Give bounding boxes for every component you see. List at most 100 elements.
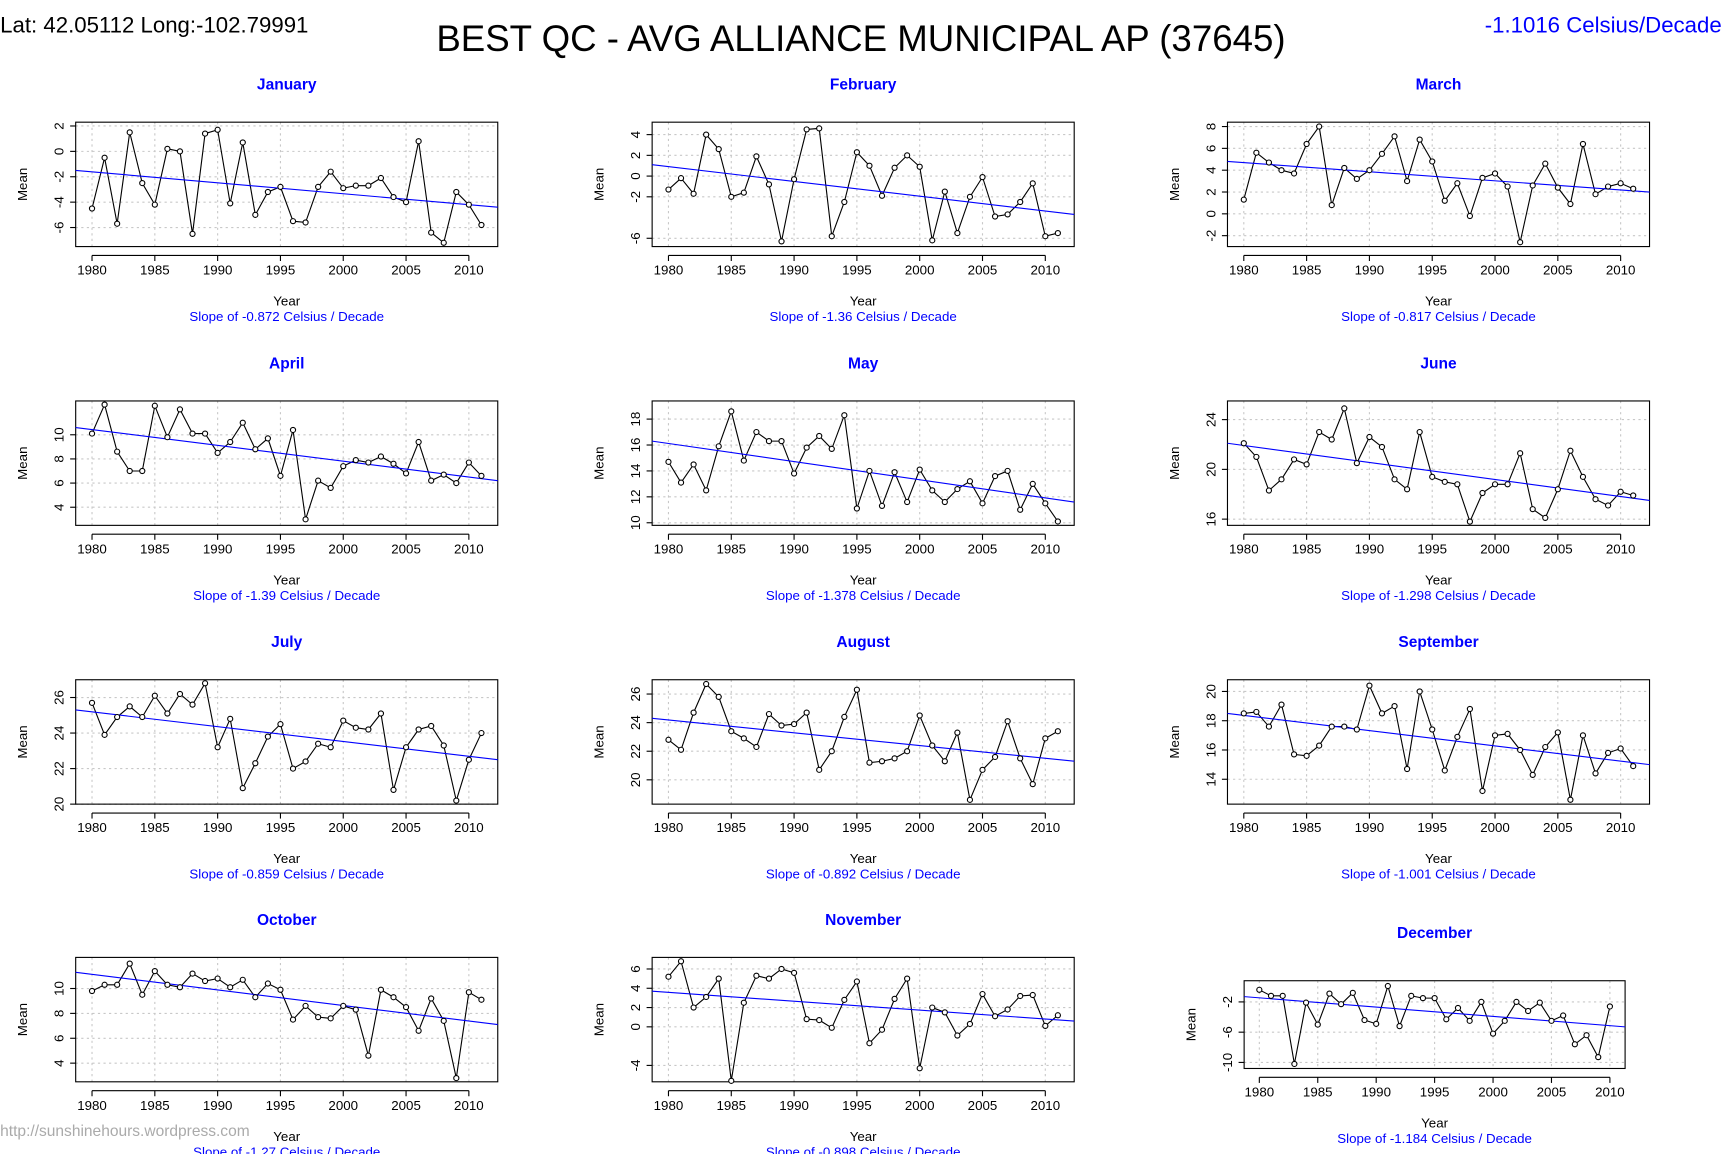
y-tick-label: 6	[52, 479, 67, 486]
data-point	[315, 183, 322, 191]
x-axis-label: Year	[850, 1129, 877, 1144]
y-tick-label: 20	[628, 772, 643, 787]
slope-note: Slope of -1.378 Celsius / Decade	[766, 588, 961, 603]
data-point	[214, 744, 221, 751]
x-tick-label: 1995	[266, 541, 296, 556]
x-tick-label: 1980	[654, 263, 684, 278]
y-tick-label: 4	[52, 1059, 67, 1067]
data-point	[1554, 729, 1561, 736]
data-point	[816, 432, 823, 440]
data-point	[1029, 480, 1036, 487]
data-point	[841, 996, 848, 1003]
data-point	[1278, 476, 1285, 483]
data-point	[239, 785, 246, 792]
x-tick-label: 2010	[1030, 541, 1060, 556]
plot-frame	[1226, 679, 1651, 805]
x-tick-label: 1985	[716, 541, 746, 556]
y-tick-label: 16	[1203, 743, 1218, 758]
data-point	[1341, 164, 1348, 172]
panel-title: March	[1416, 77, 1462, 94]
data-point	[453, 797, 460, 804]
data-point	[878, 1026, 886, 1033]
panel: October 1980 1985 1990 1995 2000 2005 2010 4 6 8 10…	[15, 912, 499, 1154]
data-point	[340, 185, 347, 192]
data-point	[1017, 755, 1024, 762]
data-point	[176, 406, 184, 413]
data-point	[740, 999, 747, 1006]
x-tick-label: 2005	[1543, 820, 1573, 835]
data-point	[1466, 705, 1474, 713]
data-point	[778, 965, 785, 973]
x-tick-label: 2005	[391, 820, 421, 835]
data-point	[365, 459, 372, 466]
x-tick-label: 1995	[842, 541, 872, 556]
y-tick-label: 2	[1203, 188, 1218, 195]
x-tick-label: 2005	[968, 1098, 998, 1113]
data-point	[728, 728, 735, 735]
slope-note: Slope of -1.39 Celsius / Decade	[193, 588, 380, 603]
y-tick-label: 8	[1203, 123, 1218, 130]
slope-note: Slope of -0.898 Celsius / Decade	[766, 1144, 961, 1154]
trend-line	[652, 164, 1075, 215]
x-tick-label: 2000	[1480, 820, 1510, 835]
data-point	[665, 186, 672, 193]
data-point	[402, 470, 410, 477]
y-axis-label: Mean	[1167, 725, 1182, 758]
data-point	[753, 743, 760, 751]
data-point	[1278, 701, 1285, 708]
data-point	[176, 984, 184, 991]
data-point	[377, 174, 385, 182]
panel-title: April	[269, 355, 304, 372]
x-axis-label: Year	[1425, 572, 1452, 587]
data-point	[1517, 746, 1524, 754]
plot-frame	[75, 679, 499, 805]
data-point	[1416, 136, 1423, 143]
y-tick-label: 20	[1203, 684, 1218, 699]
x-tick-label: 2010	[454, 541, 484, 556]
data-line	[91, 402, 482, 520]
data-point	[866, 162, 873, 169]
data-point	[453, 188, 460, 196]
data-point	[352, 724, 359, 731]
x-axis-label: Year	[273, 1129, 300, 1144]
data-point	[1542, 160, 1549, 167]
data-point	[377, 710, 385, 717]
data-point	[264, 733, 271, 740]
data-point	[853, 686, 860, 693]
data-point	[1017, 992, 1024, 1000]
data-point	[1378, 710, 1386, 717]
y-tick-label: 14	[628, 463, 643, 478]
data-point	[1403, 765, 1411, 773]
panel: February 1980 1985 1990 1995 2000 2005 2010 -6 -2…	[591, 77, 1075, 324]
x-tick-label: 1990	[779, 263, 809, 278]
data-point	[402, 1004, 410, 1011]
data-point	[1054, 1012, 1061, 1019]
panel-title: August	[836, 634, 890, 651]
y-tick-label: -2	[1203, 230, 1218, 242]
x-tick-label: 1990	[1355, 541, 1385, 556]
data-point	[327, 1015, 334, 1022]
data-point	[1302, 999, 1310, 1006]
y-axis-label: Mean	[15, 446, 30, 479]
data-point	[164, 434, 171, 441]
data-point	[1265, 723, 1273, 730]
data-point	[703, 993, 710, 1001]
trend-line	[75, 709, 498, 761]
data-point	[1630, 185, 1637, 192]
data-point	[415, 1027, 422, 1034]
data-point	[1042, 735, 1049, 742]
y-tick-label: 10	[52, 981, 67, 996]
data-point	[402, 744, 410, 751]
x-tick-label: 1985	[140, 263, 170, 278]
y-tick-label: 14	[1203, 771, 1218, 786]
data-point	[1353, 460, 1360, 467]
data-point	[1316, 428, 1323, 436]
panel-title: January	[257, 77, 317, 94]
x-tick-label: 1985	[1292, 541, 1322, 556]
x-tick-label: 2005	[968, 263, 998, 278]
data-point	[126, 467, 133, 475]
slope-note: Slope of -1.298 Celsius / Decade	[1341, 588, 1536, 603]
data-point	[315, 1014, 322, 1021]
x-tick-label: 1980	[77, 263, 107, 278]
x-tick-label: 2010	[1606, 541, 1636, 556]
